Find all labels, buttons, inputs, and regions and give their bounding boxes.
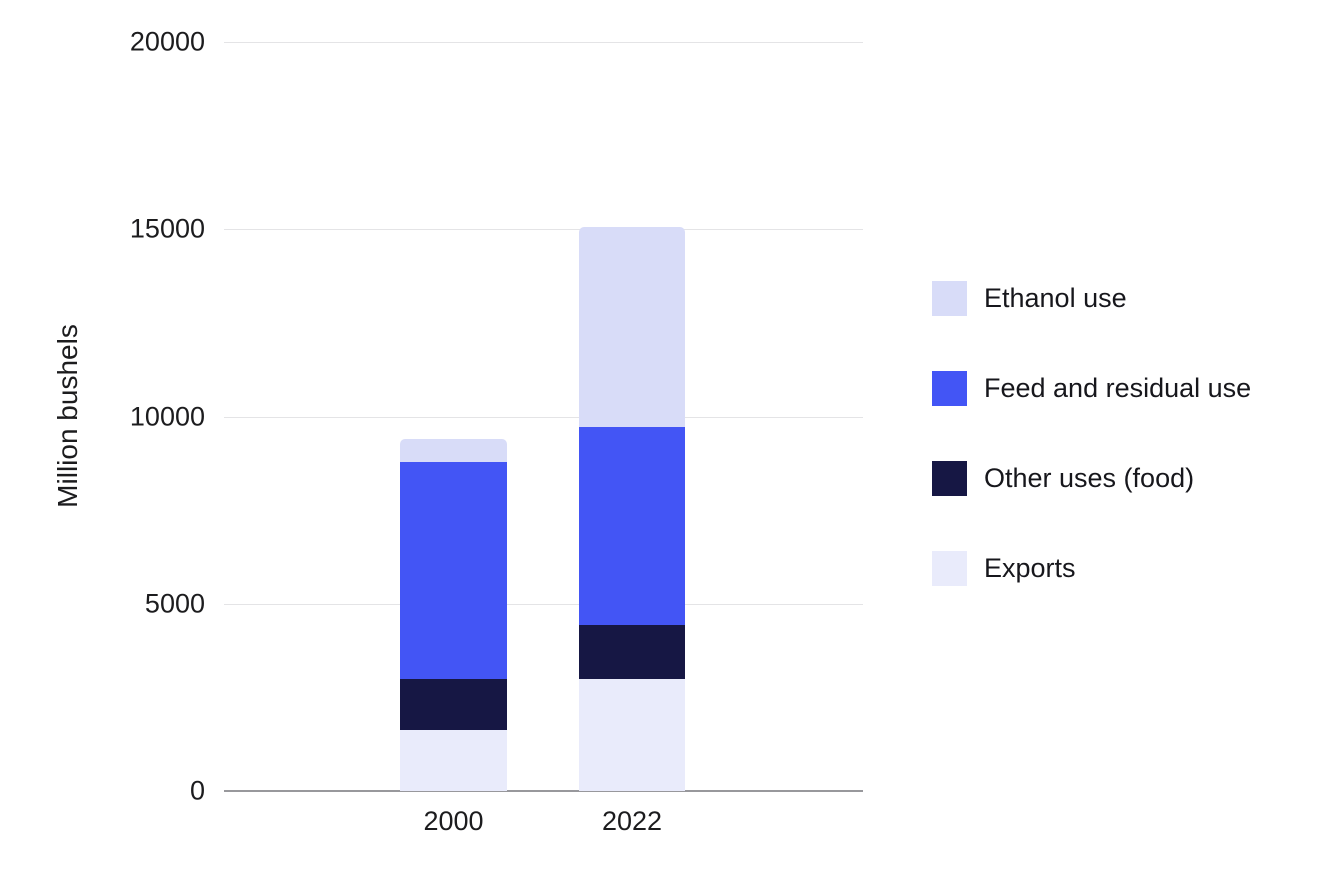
bar-segment-other-uses-food- (579, 625, 685, 680)
y-tick-label: 20000 (129, 26, 205, 57)
legend-label: Feed and residual use (984, 373, 1252, 403)
legend-label: Other uses (food) (984, 463, 1195, 493)
bar-segment-feed-and-residual-use (579, 427, 685, 626)
bar-2022 (579, 226, 685, 791)
bar-segment-other-uses-food- (400, 679, 507, 730)
legend-item: Other uses (food) (932, 461, 1251, 496)
legend-swatch (932, 461, 967, 496)
legend-item: Feed and residual use (932, 371, 1251, 406)
y-tick-label: 10000 (129, 401, 205, 431)
legend-label: Ethanol use (984, 283, 1127, 313)
legend-swatch (932, 281, 967, 316)
legend-swatch (932, 551, 967, 586)
legend-item: Ethanol use (932, 281, 1251, 316)
x-tick-label: 2000 (423, 806, 484, 836)
y-tick-label: 15000 (129, 213, 205, 244)
bar-segment-exports (400, 729, 507, 791)
legend-label: Exports (984, 553, 1076, 583)
y-axis-title: Million bushels (52, 324, 83, 508)
bar-2000 (400, 438, 507, 791)
y-tick-label: 5000 (144, 588, 205, 619)
legend: Ethanol use Feed and residual use Other us… (932, 281, 1251, 641)
plot-area: 0 5000 10000 15000 20000 (130, 27, 863, 806)
gridline (224, 416, 863, 418)
x-axis-baseline (224, 790, 863, 792)
legend-swatch (932, 371, 967, 406)
gridline (224, 603, 863, 605)
y-tick-label: 0 (189, 775, 205, 806)
bar-segment-ethanol-use (400, 438, 507, 463)
legend-item: Exports (932, 551, 1251, 586)
bar-segment-feed-and-residual-use (400, 462, 507, 680)
bar-segment-ethanol-use (579, 226, 685, 428)
bar-segment-exports (579, 679, 685, 791)
gridline (224, 229, 863, 231)
gridline (224, 42, 863, 43)
x-tick-label: 2022 (601, 806, 663, 836)
